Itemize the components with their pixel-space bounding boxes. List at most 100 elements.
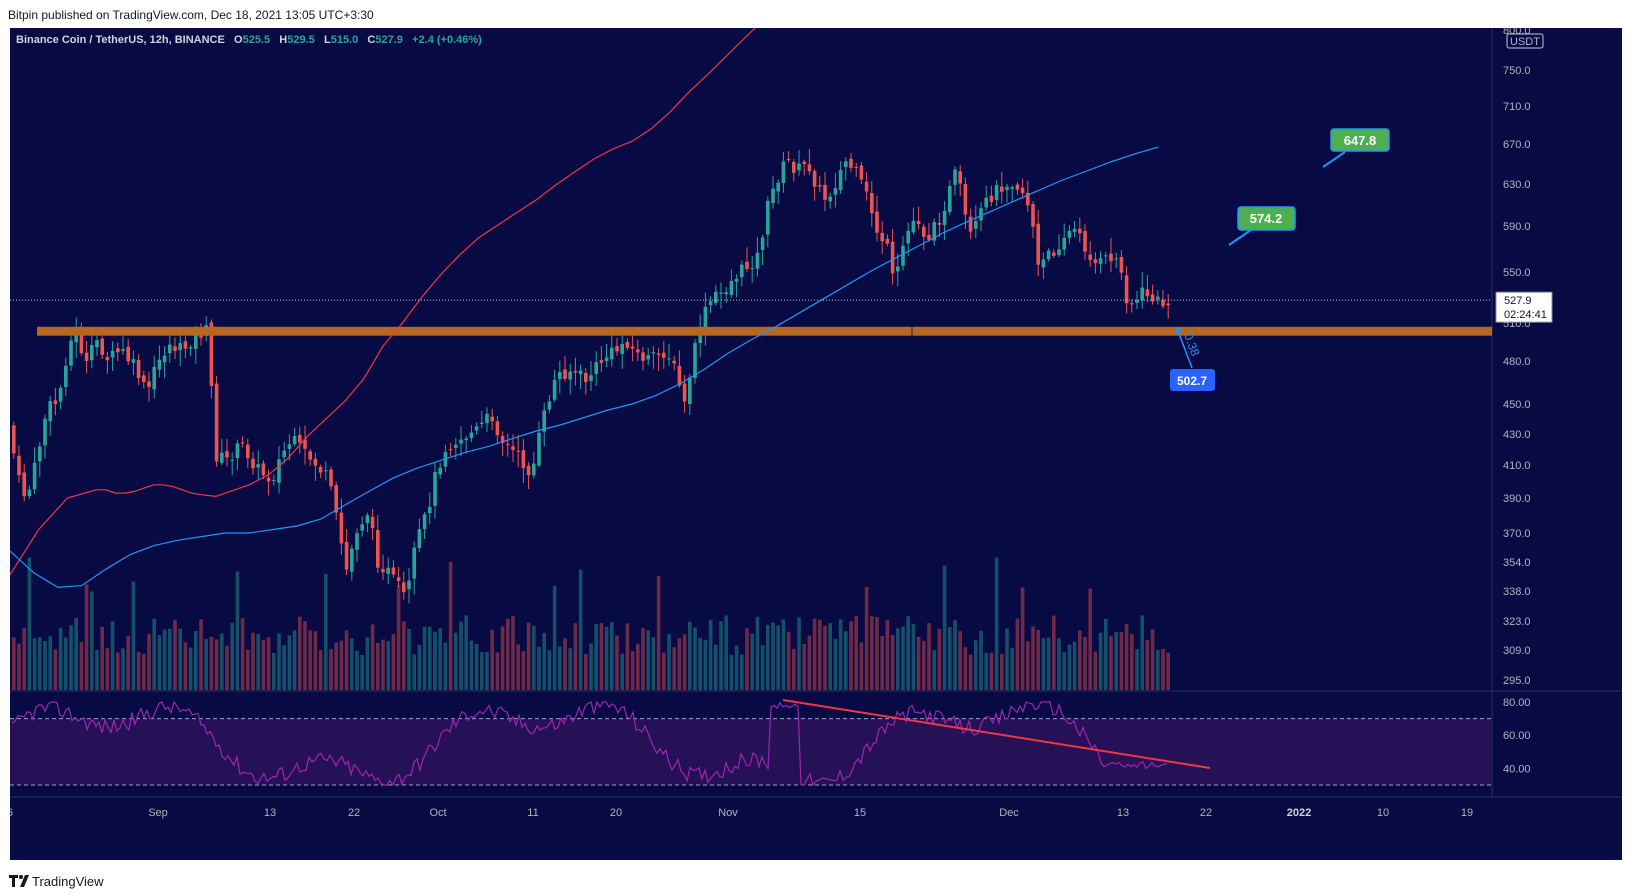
volume-bar (334, 642, 338, 690)
volume-bar (937, 628, 942, 690)
price-chart-svg[interactable]: 6 Sep 13 22 Oct 11 20 Nov 15 Dec 13 22 2022 10 19 750.0… (10, 28, 1622, 860)
candle-body (1145, 289, 1150, 297)
candle-body (126, 346, 130, 362)
volume-bar (1135, 649, 1139, 690)
volume-bar (459, 621, 463, 690)
volume-bar (84, 584, 89, 690)
open-value: 525.5 (242, 34, 271, 46)
candle-body (1104, 255, 1108, 257)
candle-body (402, 582, 406, 593)
candle-body (1119, 256, 1124, 273)
candle-body (27, 489, 32, 497)
volume-bar (1166, 652, 1170, 690)
tradingview-wordmark: TradingView (32, 874, 104, 889)
candle-body (365, 515, 370, 524)
volume-bar (1098, 632, 1103, 690)
candle-body (1135, 299, 1139, 303)
candle-body (162, 355, 167, 363)
candle-body (1072, 228, 1077, 233)
volume-bar (303, 621, 307, 690)
high-value: 529.5 (287, 34, 315, 46)
volume-bar (584, 654, 588, 690)
candle-body (32, 462, 37, 490)
candle-body (324, 470, 328, 472)
candle-body (844, 161, 848, 168)
volume-bar (417, 644, 422, 690)
volume-bar (95, 649, 99, 690)
support-band (37, 326, 1492, 336)
price-tick-12: 370.0 (1503, 528, 1531, 540)
volume-bar (1041, 638, 1046, 690)
candle-body (69, 340, 73, 366)
candle-body (755, 252, 760, 269)
volume-bar (833, 638, 838, 690)
candle-body (168, 344, 172, 354)
candle-body (698, 329, 702, 344)
volume-bar (38, 637, 42, 690)
open-label: O (234, 34, 243, 46)
candle-body (1015, 184, 1020, 190)
volume-bar (266, 637, 271, 690)
volume-bar (168, 628, 172, 690)
volume-bar (1057, 638, 1061, 690)
volume-bar (532, 625, 536, 690)
volume-bar (485, 651, 489, 690)
candle-body (1041, 259, 1046, 268)
volume-bar (178, 628, 182, 690)
candle-body (448, 449, 453, 451)
volume-bar (620, 653, 624, 690)
candle-body (454, 444, 458, 448)
volume-bar (464, 615, 468, 690)
candle-body (370, 516, 375, 529)
candle-body (84, 352, 89, 362)
candle-body (615, 346, 619, 352)
candle-body (142, 375, 146, 383)
volume-bar (69, 625, 73, 690)
volume-bar (802, 644, 806, 690)
volume-bar (812, 618, 817, 690)
volume-bar (235, 571, 240, 690)
volume-bar (615, 635, 619, 690)
price-tick-top: 800.0 (1503, 28, 1531, 37)
candle-body (864, 181, 869, 192)
volume-bar (1000, 653, 1004, 690)
candle-body (984, 197, 988, 208)
candle-body (230, 459, 234, 461)
publish-header: Bitpin published on TradingView.com, Dec… (0, 0, 1633, 28)
candle-body (974, 220, 978, 229)
candle-body (1057, 249, 1061, 256)
volume-bar (391, 634, 396, 690)
candle-body (719, 292, 723, 294)
candle-body (43, 418, 47, 446)
volume-bar (58, 627, 63, 690)
volume-bar (932, 650, 936, 690)
volume-bar (953, 620, 957, 690)
candle-body (651, 352, 656, 354)
chart-area[interactable]: 6 Sep 13 22 Oct 11 20 Nov 15 Dec 13 22 2022 10 19 750.0… (10, 28, 1622, 860)
volume-bar (422, 626, 427, 690)
candle-body (630, 346, 635, 349)
candle-body (464, 438, 468, 441)
volume-bar (786, 631, 791, 690)
candle-body (922, 226, 926, 237)
candle-body (12, 425, 16, 454)
candle-body (313, 458, 318, 466)
candle-body (682, 383, 687, 402)
volume-bar (136, 651, 141, 690)
candle-body (422, 514, 427, 530)
volume-bar (984, 652, 988, 690)
volume-bar (1036, 629, 1040, 690)
volume-bar (948, 627, 952, 690)
volume-bar (740, 654, 744, 690)
rsi-tick-1: 60.00 (1503, 730, 1531, 742)
candle-body (745, 261, 749, 270)
volume-bar (1005, 628, 1009, 690)
price-tick-0: 750.0 (1503, 65, 1531, 77)
volume-bar (963, 647, 968, 690)
candle-body (412, 547, 416, 579)
time-label-1: Sep (148, 807, 168, 819)
volume-bar (911, 624, 916, 690)
candle-body (547, 401, 552, 410)
volume-bar (298, 616, 302, 690)
candle-body (532, 463, 536, 476)
